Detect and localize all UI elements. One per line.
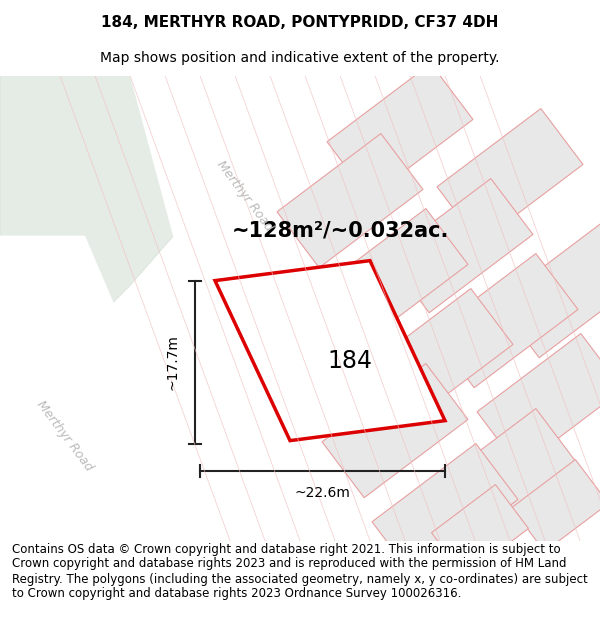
Text: Merthyr Road: Merthyr Road xyxy=(214,158,275,233)
Polygon shape xyxy=(431,484,529,577)
Polygon shape xyxy=(322,209,468,342)
Polygon shape xyxy=(432,409,578,542)
Polygon shape xyxy=(0,236,215,541)
Text: ~128m²/~0.032ac.: ~128m²/~0.032ac. xyxy=(232,221,449,241)
Polygon shape xyxy=(497,224,600,358)
Polygon shape xyxy=(322,364,468,498)
Polygon shape xyxy=(477,334,600,468)
Polygon shape xyxy=(437,109,583,242)
Polygon shape xyxy=(327,64,473,198)
Polygon shape xyxy=(372,444,518,578)
Polygon shape xyxy=(512,459,600,552)
Text: ~22.6m: ~22.6m xyxy=(295,486,350,499)
Polygon shape xyxy=(0,76,200,356)
Polygon shape xyxy=(367,289,513,422)
Polygon shape xyxy=(130,76,420,541)
Text: ~17.7m: ~17.7m xyxy=(166,334,180,390)
Polygon shape xyxy=(215,261,445,441)
Text: 184, MERTHYR ROAD, PONTYPRIDD, CF37 4DH: 184, MERTHYR ROAD, PONTYPRIDD, CF37 4DH xyxy=(101,14,499,29)
Text: Merthyr Road: Merthyr Road xyxy=(34,398,95,473)
Text: Map shows position and indicative extent of the property.: Map shows position and indicative extent… xyxy=(100,51,500,64)
Polygon shape xyxy=(432,254,578,388)
Text: 184: 184 xyxy=(328,349,373,372)
Polygon shape xyxy=(277,134,423,268)
Text: Contains OS data © Crown copyright and database right 2021. This information is : Contains OS data © Crown copyright and d… xyxy=(12,542,588,601)
Polygon shape xyxy=(387,179,533,312)
